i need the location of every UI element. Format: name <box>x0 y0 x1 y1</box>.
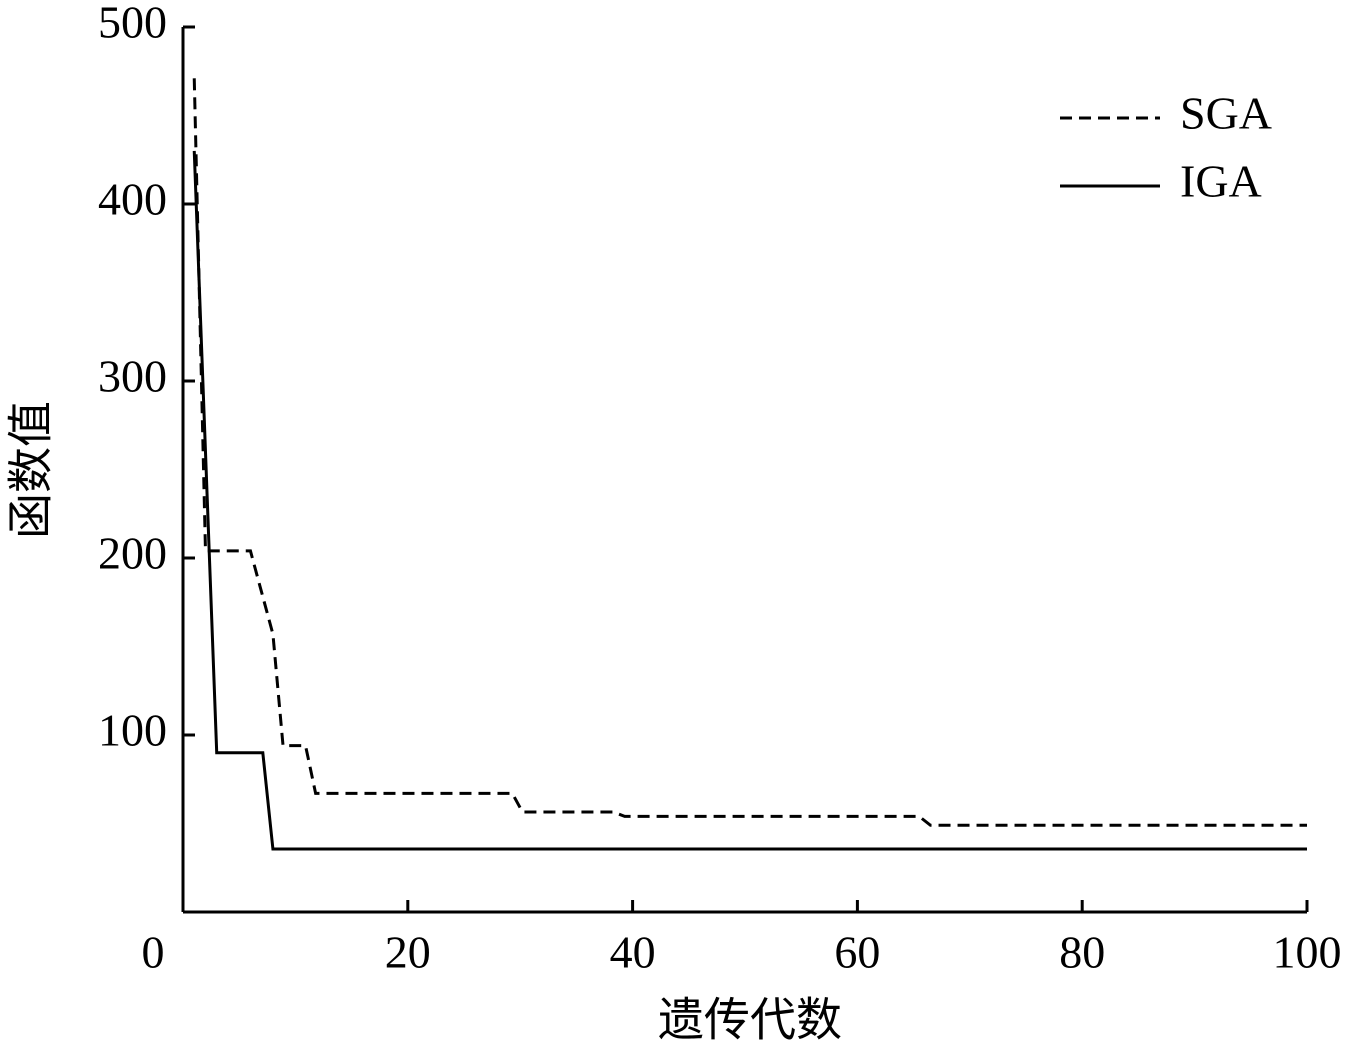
y-tick-label: 100 <box>98 705 167 756</box>
x-tick-label: 20 <box>385 927 431 978</box>
x-tick-label: 100 <box>1273 927 1342 978</box>
x-axis-label: 遗传代数 <box>658 995 842 1046</box>
x-tick-label: 60 <box>834 927 880 978</box>
series-line <box>192 150 1307 851</box>
legend-label: SGA <box>1180 88 1272 139</box>
y-tick-label: 400 <box>98 174 167 225</box>
y-tick-label: 300 <box>98 351 167 402</box>
series-line <box>192 78 1307 827</box>
y-tick-label: 500 <box>98 0 167 48</box>
y-axis-label: 函数值 <box>6 401 57 539</box>
y-tick-label: 200 <box>98 528 167 579</box>
x-tick-label: 40 <box>610 927 656 978</box>
x-tick-label: 0 <box>142 927 165 978</box>
legend-label: IGA <box>1180 156 1262 207</box>
x-tick-label: 80 <box>1059 927 1105 978</box>
